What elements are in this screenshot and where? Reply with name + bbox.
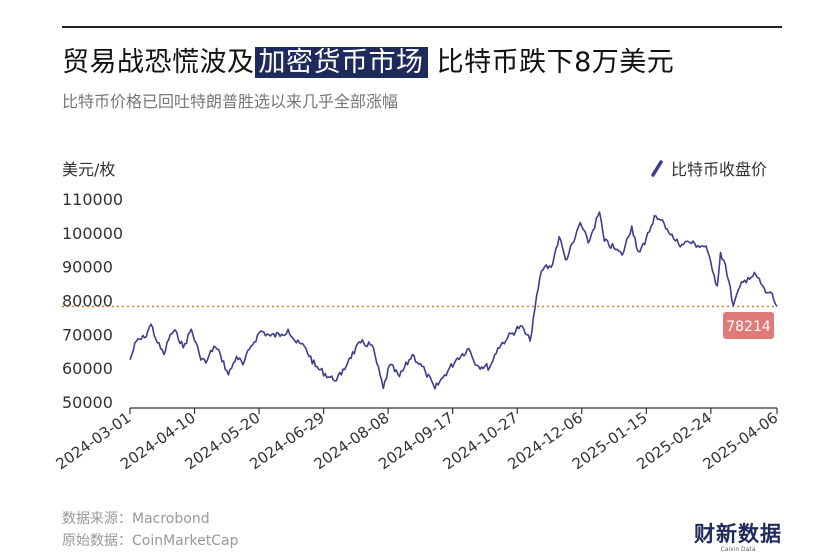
- legend-swatch: [651, 160, 663, 177]
- x-tick-label: 2025-04-06: [700, 409, 782, 474]
- data-source: 数据来源：Macrobond: [62, 511, 210, 527]
- series-line-bitcoin-close: [129, 211, 778, 390]
- logo-subtext: Caixin Data: [720, 546, 756, 553]
- logo-text: 财新数据: [694, 522, 782, 546]
- y-tick-label: 110000: [62, 190, 123, 209]
- y-tick-label: 80000: [62, 291, 113, 310]
- y-tick-label: 90000: [62, 258, 113, 277]
- title-highlight: 加密货币市场: [254, 47, 428, 78]
- latest-value-label: 78214: [726, 319, 771, 335]
- y-tick-label: 100000: [62, 224, 123, 243]
- chart-subtitle: 比特币价格已回吐特朗普胜选以来几乎全部涨幅: [62, 92, 399, 111]
- y-axis-label: 美元/枚: [62, 160, 115, 179]
- y-tick-label: 70000: [62, 325, 113, 344]
- raw-data-source: 原始数据：CoinMarketCap: [62, 533, 239, 549]
- title-pre: 贸易战恐慌波及: [62, 47, 255, 78]
- chart-title: 贸易战恐慌波及 加密货币市场 比特币跌下8万美元: [62, 40, 674, 79]
- y-tick-label: 60000: [62, 359, 113, 378]
- top-rule: [62, 26, 782, 28]
- title-post: 比特币跌下8万美元: [427, 47, 675, 78]
- latest-value-callout: [723, 312, 774, 339]
- legend-label: 比特币收盘价: [671, 160, 767, 179]
- caixin-data-logo: 财新数据 Caixin Data: [694, 518, 782, 553]
- y-tick-label: 50000: [62, 393, 113, 412]
